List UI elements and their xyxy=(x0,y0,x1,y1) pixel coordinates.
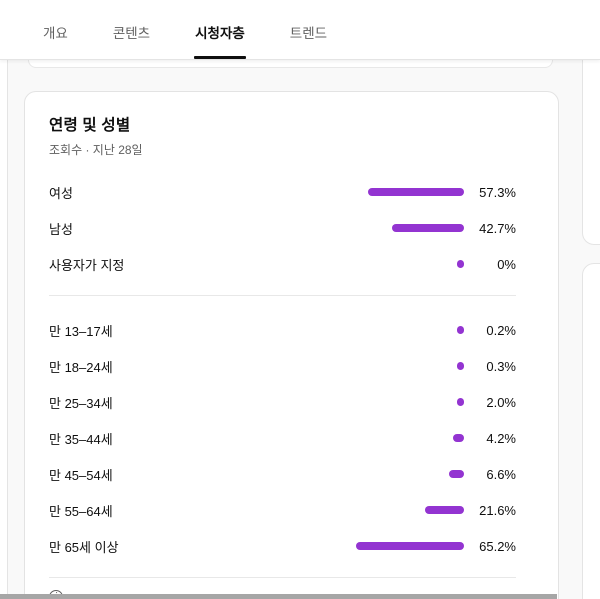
row-label: 만 45–54세 xyxy=(49,467,113,483)
card-subtitle: 조회수 · 지난 28일 xyxy=(49,143,143,157)
metric-row: 남성 42.7% xyxy=(49,210,516,246)
bar xyxy=(425,506,464,514)
metric-row: 만 18–24세 0.3% xyxy=(49,348,516,384)
bar-track xyxy=(119,542,464,550)
bar xyxy=(449,470,464,478)
bar-track xyxy=(113,398,464,406)
row-label: 만 65세 이상 xyxy=(49,539,119,555)
row-value: 0% xyxy=(497,256,516,272)
bar xyxy=(453,434,464,442)
row-label: 만 55–64세 xyxy=(49,503,113,519)
tab-label: 시청자층 xyxy=(195,25,245,41)
age-gender-card: 연령 및 성별 조회수 · 지난 28일 여성 57.3% 남성 42.7% 사용자가 … xyxy=(24,91,559,599)
row-value: 42.7% xyxy=(479,220,516,236)
row-label: 만 35–44세 xyxy=(49,431,113,447)
active-tab-indicator xyxy=(194,56,246,59)
metric-row: 만 45–54세 6.6% xyxy=(49,456,516,492)
bar-track xyxy=(124,260,464,268)
tab-label: 트렌드 xyxy=(289,25,328,41)
right-column-card-top xyxy=(582,60,600,245)
tab-content[interactable]: 콘텐츠 xyxy=(113,0,150,59)
metric-row: 만 55–64세 21.6% xyxy=(49,492,516,528)
bar-track xyxy=(113,470,464,478)
bar-track xyxy=(113,326,464,334)
bar xyxy=(457,362,464,370)
row-value: 21.6% xyxy=(479,502,516,518)
tab-label: 개요 xyxy=(43,25,68,41)
bar-track xyxy=(113,506,464,514)
right-column-card-bottom xyxy=(582,263,600,599)
bar xyxy=(392,224,464,232)
page-content: 연령 및 성별 조회수 · 지난 28일 여성 57.3% 남성 42.7% 사용자가 … xyxy=(7,60,600,599)
bar-track xyxy=(113,362,464,370)
section-divider xyxy=(49,295,516,296)
row-value: 6.6% xyxy=(486,466,516,482)
footnote-divider xyxy=(49,577,516,578)
gender-rows: 여성 57.3% 남성 42.7% 사용자가 지정 0% xyxy=(49,174,516,282)
bar xyxy=(457,398,464,406)
bar xyxy=(457,326,464,334)
row-label: 만 25–34세 xyxy=(49,395,113,411)
bar xyxy=(457,260,464,268)
row-label: 만 18–24세 xyxy=(49,359,113,375)
row-label: 남성 xyxy=(49,221,73,237)
previous-card-bottom-edge xyxy=(28,60,553,68)
bottom-gray-strip xyxy=(0,594,557,599)
row-value: 65.2% xyxy=(479,538,516,554)
row-value: 57.3% xyxy=(479,184,516,200)
card-title: 연령 및 성별 xyxy=(49,117,131,134)
bar-track xyxy=(73,224,464,232)
bar xyxy=(368,188,464,196)
tab-audience[interactable]: 시청자층 xyxy=(194,0,246,59)
metric-row: 만 65세 이상 65.2% xyxy=(49,528,516,564)
metric-row: 만 13–17세 0.2% xyxy=(49,312,516,348)
row-value: 2.0% xyxy=(486,394,516,410)
tab-label: 콘텐츠 xyxy=(112,25,151,41)
row-value: 0.3% xyxy=(486,358,516,374)
metric-row: 사용자가 지정 0% xyxy=(49,246,516,282)
row-value: 0.2% xyxy=(486,322,516,338)
row-label: 여성 xyxy=(49,185,73,201)
row-value: 4.2% xyxy=(486,430,516,446)
metric-row: 만 35–44세 4.2% xyxy=(49,420,516,456)
tab-overview[interactable]: 개요 xyxy=(43,0,68,59)
bar xyxy=(356,542,464,550)
metric-row: 만 25–34세 2.0% xyxy=(49,384,516,420)
bar-track xyxy=(113,434,464,442)
metric-row: 여성 57.3% xyxy=(49,174,516,210)
age-rows: 만 13–17세 0.2% 만 18–24세 0.3% 만 25–34세 2.0% 만 35… xyxy=(49,312,516,564)
tab-trends[interactable]: 트렌드 xyxy=(290,0,327,59)
bar-track xyxy=(73,188,464,196)
analytics-tab-bar: 개요 콘텐츠 시청자층 트렌드 xyxy=(0,0,600,60)
row-label: 사용자가 지정 xyxy=(49,257,125,273)
row-label: 만 13–17세 xyxy=(49,323,113,339)
